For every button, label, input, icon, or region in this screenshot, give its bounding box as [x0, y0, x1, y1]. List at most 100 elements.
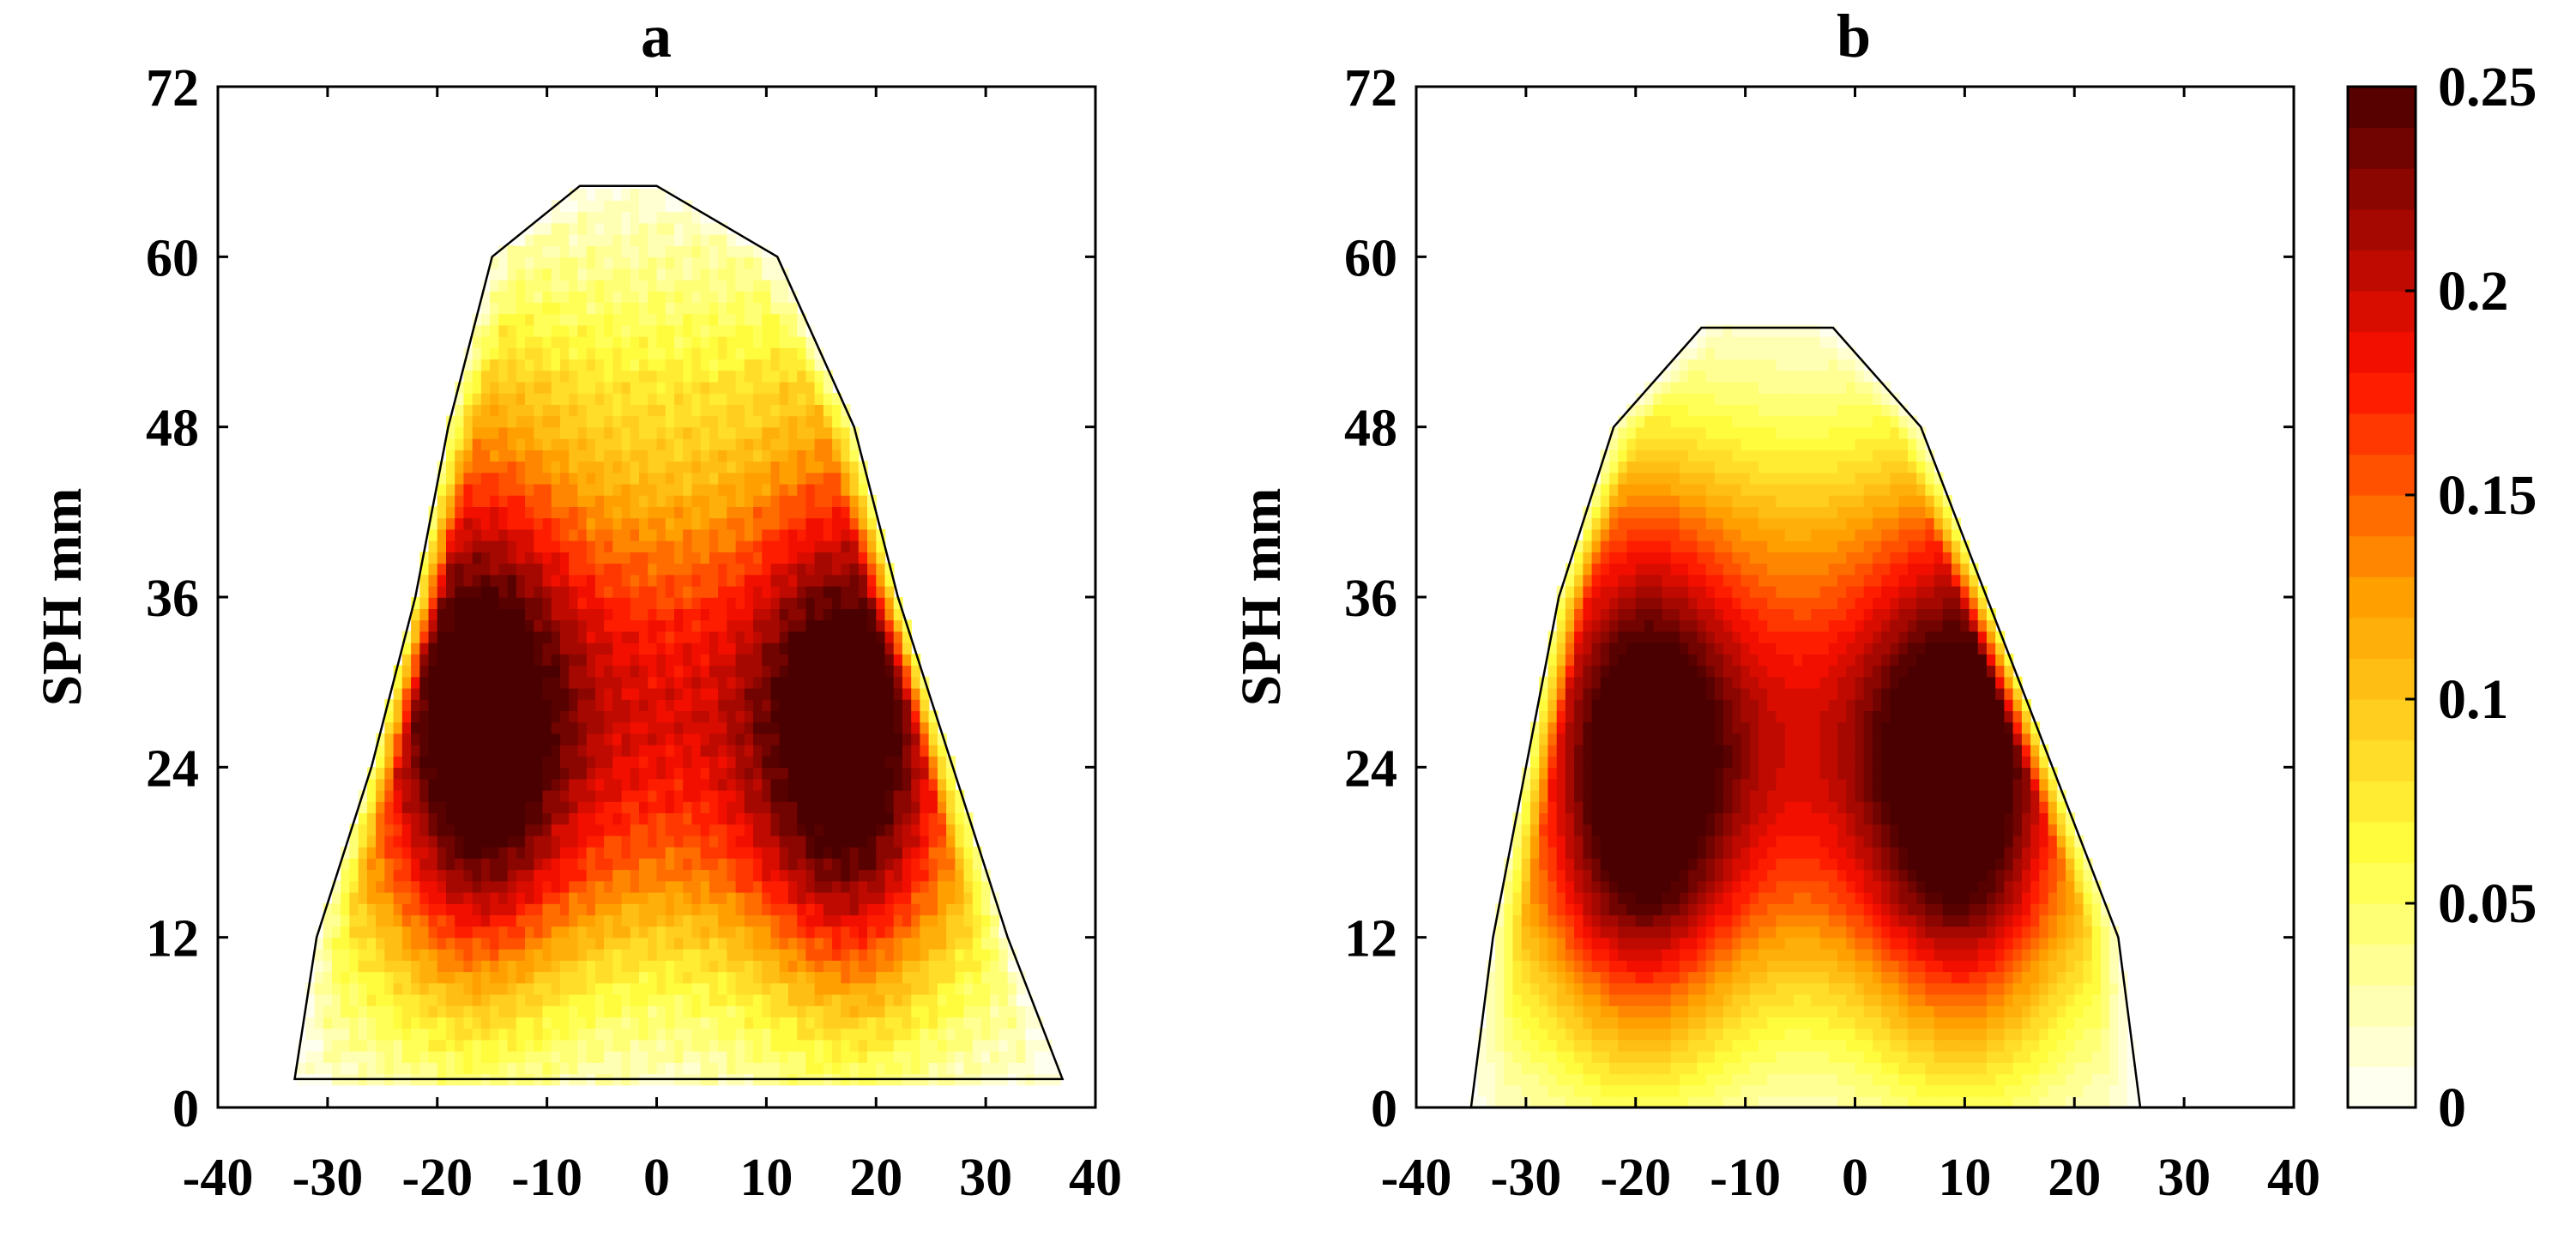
panel-a-cell	[911, 949, 920, 961]
panel-a-cell	[525, 586, 534, 598]
panel-a-cell	[446, 450, 455, 462]
panel-a-cell	[797, 495, 806, 507]
panel-b-cell	[1890, 1051, 1899, 1063]
panel-a-cell	[788, 881, 798, 893]
panel-a-cell	[543, 517, 552, 529]
panel-b-cell	[2092, 1085, 2102, 1097]
panel-a-cell	[832, 597, 842, 609]
panel-a-cell	[359, 914, 368, 926]
panel-a-cell	[560, 733, 570, 745]
panel-a-cell	[612, 869, 622, 881]
panel-a-cell	[394, 1017, 403, 1029]
panel-a-cell	[648, 926, 657, 938]
panel-a-cell	[490, 869, 499, 881]
panel-a-cell	[639, 721, 649, 733]
panel-a-cell	[745, 643, 754, 655]
panel-a-cell	[639, 563, 649, 575]
panel-a-cell	[534, 971, 543, 983]
panel-a-cell	[771, 415, 781, 427]
panel-a-cell	[552, 914, 561, 926]
panel-a-cell	[691, 427, 701, 439]
panel-a-cell	[525, 892, 534, 904]
panel-a-cell	[876, 745, 885, 757]
panel-a-cell	[691, 881, 701, 893]
panel-a-cell	[780, 812, 789, 824]
panel-a-cell	[815, 801, 824, 813]
panel-a-cell	[463, 914, 473, 926]
panel-a-cell	[841, 688, 850, 700]
panel-a-cell	[771, 313, 781, 325]
panel-a-cell	[384, 812, 394, 824]
panel-a-cell	[841, 575, 850, 587]
panel-a-cell	[473, 767, 482, 779]
panel-a-cell	[885, 938, 895, 950]
panel-a-cell	[885, 756, 895, 768]
panel-a-cell	[691, 325, 701, 337]
panel-a-cell	[481, 721, 491, 733]
panel-a-cell	[964, 1005, 974, 1017]
panel-a-cell	[508, 359, 517, 371]
panel-a-cell	[525, 404, 534, 416]
panel-b-cell	[1881, 1073, 1891, 1085]
panel-a-cell	[473, 960, 482, 972]
panel-a-cell	[815, 721, 824, 733]
panel-a-cell	[727, 393, 736, 405]
panel-a-cell	[612, 552, 622, 564]
panel-a-cell	[481, 586, 491, 598]
panel-a-cell	[911, 960, 920, 972]
panel-a-cell	[657, 415, 667, 427]
panel-a-cell	[736, 313, 745, 325]
panel-a-cell	[498, 517, 508, 529]
panel-a-cell	[876, 824, 885, 836]
panel-a-cell	[411, 643, 420, 655]
panel-a-cell	[384, 892, 394, 904]
panel-a-cell	[850, 619, 860, 631]
panel-a-cell	[867, 756, 877, 768]
panel-a-cell	[709, 415, 719, 427]
panel-a-cell	[359, 1051, 368, 1063]
panel-b-cell	[2074, 1085, 2084, 1097]
panel-a-cell	[823, 756, 833, 768]
panel-a-cell	[437, 586, 447, 598]
panel-b-cell	[2022, 1051, 2031, 1063]
panel-a-cell	[437, 517, 447, 529]
panel-a-cell	[525, 415, 534, 427]
panel-a-cell	[674, 790, 684, 802]
panel-a-cell	[639, 1062, 649, 1074]
panel-a-cell	[376, 858, 385, 870]
panel-a-cell	[612, 756, 622, 768]
panel-b-cell	[1881, 1062, 1891, 1074]
panel-a-cell	[534, 540, 543, 552]
panel-a-cell	[595, 812, 605, 824]
panel-a-cell	[455, 404, 464, 416]
panel-a-cell	[674, 608, 684, 620]
panel-a-cell	[832, 665, 842, 677]
panel-a-cell	[981, 960, 991, 972]
panel-a-cell	[534, 903, 543, 915]
panel-a-cell	[429, 575, 438, 587]
panel-a-cell	[490, 461, 499, 473]
panel-a-cell	[376, 892, 385, 904]
panel-a-cell	[595, 994, 605, 1006]
panel-a-cell	[543, 291, 552, 303]
panel-a-cell	[771, 949, 781, 961]
panel-a-cell	[788, 801, 798, 813]
panel-a-cell	[920, 914, 929, 926]
panel-a-cell	[455, 665, 464, 677]
panel-a-cell	[622, 812, 631, 824]
panel-a-cell	[674, 971, 684, 983]
panel-a-cell	[745, 677, 754, 689]
panel-a-cell	[788, 484, 798, 496]
panel-a-cell	[753, 994, 763, 1006]
panel-a-cell	[305, 1040, 315, 1052]
panel-a-cell	[543, 721, 552, 733]
panel-a-cell	[463, 824, 473, 836]
panel-a-cell	[745, 665, 754, 677]
panel-a-cell	[481, 1017, 491, 1029]
panel-a-cell	[648, 517, 657, 529]
panel-a-cell	[718, 779, 727, 791]
panel-a-cell	[736, 733, 745, 745]
panel-a-cell	[587, 994, 596, 1006]
panel-a-cell	[525, 938, 534, 950]
panel-a-cell	[666, 325, 675, 337]
